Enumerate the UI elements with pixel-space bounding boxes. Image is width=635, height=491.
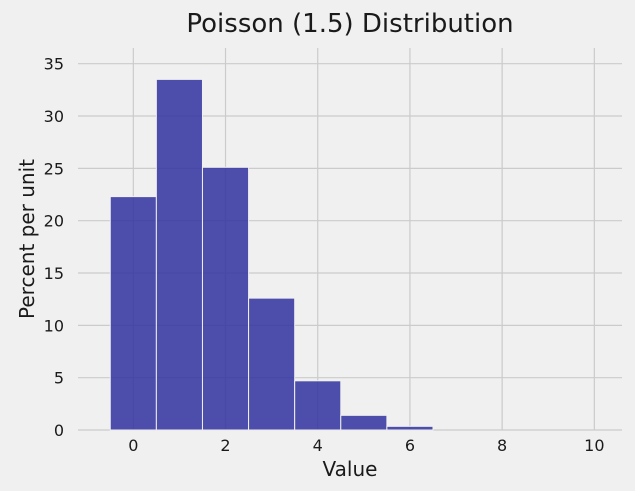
x-tick-labels: 0 2 4 6 8 10 — [128, 436, 604, 455]
y-tick-label: 35 — [44, 55, 64, 74]
x-tick-label: 4 — [313, 436, 323, 455]
x-axis-title: Value — [323, 457, 378, 481]
x-tick-label: 0 — [128, 436, 138, 455]
y-tick-label: 10 — [44, 316, 64, 335]
y-tick-label: 30 — [44, 107, 64, 126]
y-tick-label: 5 — [54, 369, 64, 388]
chart-title: Poisson (1.5) Distribution — [186, 9, 513, 39]
y-tick-labels: 0 5 10 15 20 25 30 35 — [44, 55, 64, 440]
x-tick-label: 8 — [497, 436, 507, 455]
histogram-bar — [386, 425, 434, 431]
y-tick-label: 0 — [54, 421, 64, 440]
bars — [109, 78, 434, 431]
y-tick-label: 20 — [44, 212, 64, 231]
y-axis-title: Percent per unit — [15, 159, 39, 319]
histogram-bar — [248, 297, 296, 431]
x-tick-label: 10 — [584, 436, 604, 455]
histogram-bar — [340, 414, 388, 431]
histogram-bar — [294, 380, 342, 431]
x-tick-label: 6 — [405, 436, 415, 455]
y-tick-label: 15 — [44, 264, 64, 283]
histogram-bar — [155, 78, 203, 431]
x-tick-label: 2 — [220, 436, 230, 455]
histogram-bar — [201, 166, 250, 431]
histogram-bar — [109, 196, 157, 431]
y-tick-label: 25 — [44, 159, 64, 178]
